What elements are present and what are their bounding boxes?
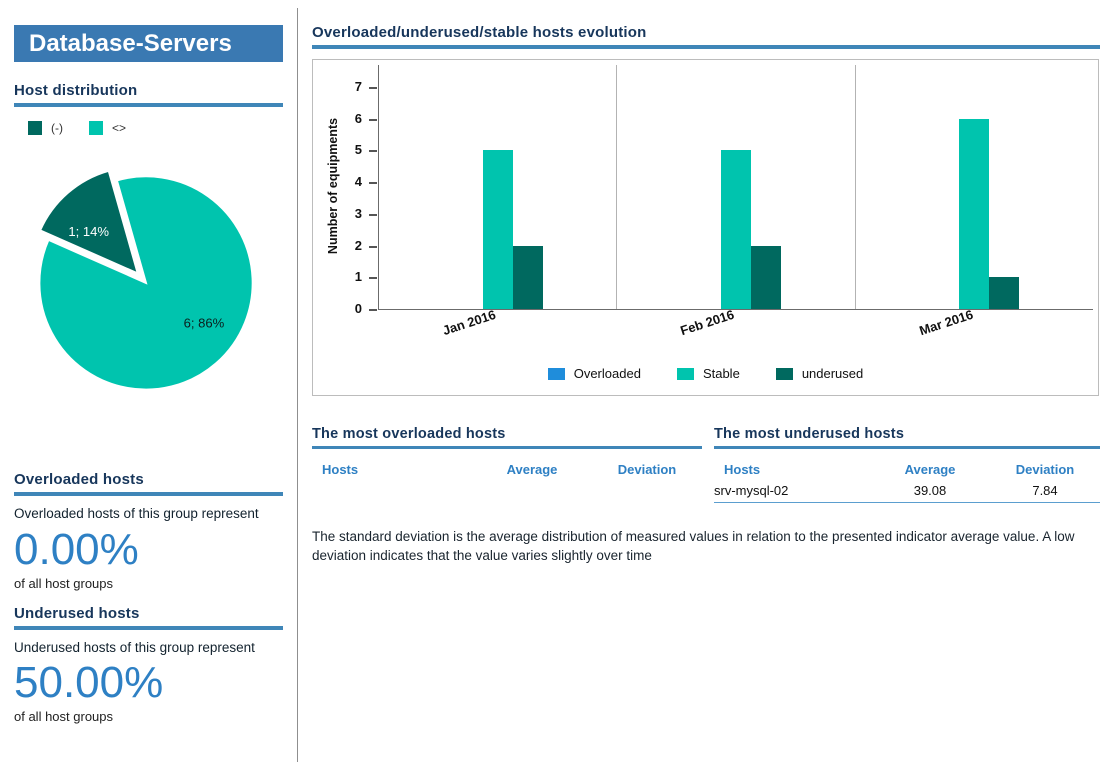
pie-legend-label: (-) <box>51 121 63 135</box>
y-tick-label: 0 <box>354 301 378 316</box>
pie-label-stable: 6; 86% <box>184 315 225 330</box>
y-tick-label: 4 <box>354 174 378 190</box>
overloaded-hosts-heading: Overloaded hosts <box>14 471 144 488</box>
y-tick-label: 7 <box>354 79 378 94</box>
overloaded-table-title: The most overloaded hosts <box>312 426 506 442</box>
row-divider <box>714 502 1100 503</box>
legend-swatch <box>547 367 565 380</box>
underused-table-title: The most underused hosts <box>714 426 905 442</box>
heading-rule <box>14 492 283 496</box>
x-axis-labels: Jan 2016 Feb 2016 Mar 2016 <box>378 307 1093 338</box>
host-distribution-heading: Host distribution <box>14 82 138 99</box>
underused-hosts-table: The most underused hosts Hosts Average D… <box>714 426 1100 503</box>
y-tick-label: 6 <box>354 110 378 126</box>
column-header-deviation: Deviation <box>1015 462 1075 477</box>
pie-label-underused: 1; 14% <box>68 224 109 239</box>
underused-caption: of all host groups <box>14 709 114 725</box>
legend-item-underused: underused <box>775 366 864 381</box>
legend-item-stable: Stable <box>676 366 740 381</box>
underused-percentage: 50.00% <box>14 658 164 708</box>
heading-rule <box>714 446 1100 449</box>
bar-stable <box>959 119 990 309</box>
bar-group-mar-2016 <box>856 65 1093 309</box>
y-tick-label: 5 <box>354 142 378 158</box>
table-row: srv-mysql-02 39.08 7.84 <box>714 483 1100 498</box>
legend-swatch <box>775 367 793 380</box>
chart-legend: Overloaded Stable underused <box>313 366 1098 381</box>
host-distribution-pie-svg: 1; 14% 6; 86% <box>38 169 254 391</box>
table-header-row: Hosts Average Deviation <box>714 462 1100 477</box>
bar-group-feb-2016 <box>617 65 856 309</box>
y-axis-ticks: 0 1 2 3 4 5 6 7 <box>313 60 378 320</box>
vertical-divider <box>297 8 298 762</box>
evolution-chart-heading: Overloaded/underused/stable hosts evolut… <box>312 24 647 41</box>
overloaded-description: Overloaded hosts of this group represent <box>14 506 259 521</box>
bar-stable <box>720 150 751 309</box>
heading-rule <box>14 103 283 107</box>
bar-plot <box>378 65 1093 310</box>
pie-legend: (-) <> <box>14 121 297 135</box>
column-header-hosts: Hosts <box>322 462 359 477</box>
heading-rule <box>312 446 702 449</box>
column-header-deviation: Deviation <box>617 462 677 477</box>
pie-legend-item-stable: <> <box>89 121 126 135</box>
average-cell: 39.08 <box>913 483 947 498</box>
column-header-average: Average <box>904 462 956 477</box>
bar-underused <box>989 277 1020 309</box>
y-tick-label: 1 <box>354 269 378 285</box>
bar-group-jan-2016 <box>379 65 618 309</box>
group-title: Database-Servers <box>14 25 283 62</box>
pie-legend-label: <> <box>112 121 127 135</box>
heading-rule <box>312 45 1100 49</box>
underused-swatch <box>28 121 42 135</box>
underused-description: Underused hosts of this group represent <box>14 639 255 655</box>
legend-swatch <box>676 367 694 380</box>
table-header-row: Hosts Average Deviation <box>312 462 702 477</box>
heading-rule <box>14 625 283 630</box>
column-header-hosts: Hosts <box>724 462 761 477</box>
legend-label: Overloaded <box>573 366 641 381</box>
pie-legend-item-underused: (-) <box>28 121 63 135</box>
legend-label: underused <box>801 366 864 381</box>
legend-label: Stable <box>702 366 740 381</box>
underused-hosts-heading: Underused hosts <box>14 604 140 622</box>
pie-slice-stable <box>38 175 254 391</box>
overloaded-hosts-table: The most overloaded hosts Hosts Average … <box>312 426 702 503</box>
sidebar: Database-Servers Host distribution (-) <… <box>0 0 297 724</box>
y-tick-label: 2 <box>354 237 378 253</box>
main-panel: Overloaded/underused/stable hosts evolut… <box>312 0 1100 565</box>
deviation-explanation-note: The standard deviation is the average di… <box>312 529 1075 564</box>
deviation-cell: 7.84 <box>1032 483 1058 498</box>
y-tick-label: 3 <box>354 205 378 221</box>
host-name-cell: srv-mysql-02 <box>714 483 789 498</box>
overloaded-caption: of all host groups <box>14 575 114 591</box>
host-distribution-pie: 1; 14% 6; 86% <box>20 155 272 407</box>
bar-underused <box>512 246 543 309</box>
bar-underused <box>750 246 781 309</box>
column-header-average: Average <box>506 462 558 477</box>
stable-swatch <box>89 121 103 135</box>
host-tables: The most overloaded hosts Hosts Average … <box>312 426 1100 503</box>
legend-item-overloaded: Overloaded <box>547 366 641 381</box>
overloaded-percentage: 0.00% <box>14 524 139 574</box>
pie-slice-underused <box>38 169 140 276</box>
bar-stable <box>482 150 513 309</box>
